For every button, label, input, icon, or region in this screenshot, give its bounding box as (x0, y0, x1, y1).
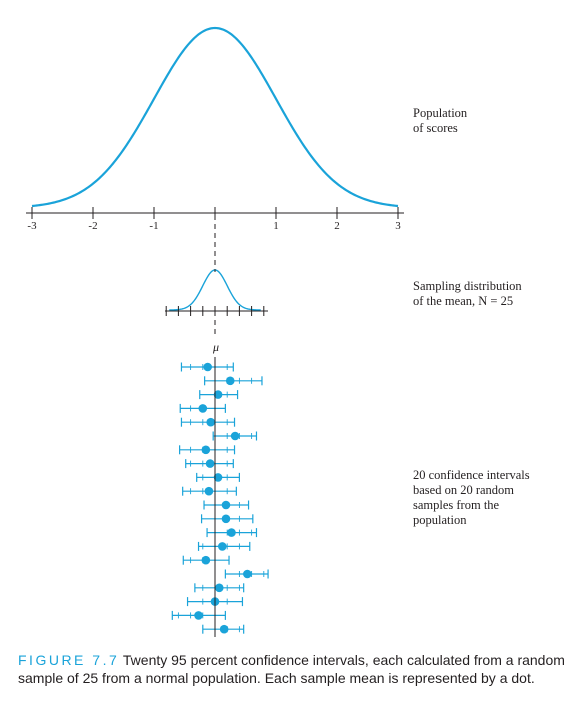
confidence-interval (200, 514, 254, 524)
sample-mean-dot (201, 445, 211, 455)
sample-mean-dot (205, 459, 215, 468)
confidence-interval (212, 431, 258, 441)
population-annotation: Population of scores (413, 106, 468, 135)
population-x-tick-label: -1 (149, 220, 158, 232)
confidence-interval (224, 569, 269, 579)
confidence-interval (179, 445, 236, 455)
sample-mean-dot (243, 569, 252, 579)
sampling-distribution-annotation: Sampling distribution of the mean, N = 25 (413, 279, 522, 308)
confidence-intervals-annotation: 20 confidence intervals based on 20 rando… (413, 468, 530, 527)
sample-mean-dot (227, 528, 236, 537)
sample-mean-dot (213, 473, 223, 482)
sample-mean-dot (214, 583, 224, 593)
sample-mean-dot (198, 404, 208, 413)
confidence-interval (197, 541, 251, 551)
confidence-interval (194, 583, 245, 593)
sample-mean-dot (225, 376, 235, 386)
confidence-interval-figure: -3 -2 -1 1 2 3 μ (26, 26, 404, 637)
sample-mean-dot (218, 542, 227, 551)
confidence-interval (180, 362, 234, 372)
confidence-interval (171, 610, 226, 620)
confidence-interval (202, 624, 245, 634)
population-x-tick-label: -2 (88, 220, 97, 232)
caption-label: FIGURE 7.7 (18, 652, 120, 668)
sampling-distribution-chart: μ (165, 269, 268, 354)
sample-mean-dot (203, 362, 212, 372)
confidence-interval (204, 376, 263, 386)
sample-mean-dot (230, 431, 240, 441)
confidence-interval (199, 390, 239, 400)
confidence-interval (185, 459, 234, 469)
population-curve (31, 26, 399, 208)
figure-caption: FIGURE 7.7 Twenty 95 percent confidence … (18, 651, 568, 687)
population-x-tick-label: 1 (273, 220, 279, 232)
confidence-interval (203, 500, 250, 510)
sample-mean-dot (201, 555, 211, 565)
population-distribution-chart: -3 -2 -1 1 2 3 (26, 26, 404, 232)
sample-mean-dot (213, 390, 223, 399)
population-x-tick-label: 2 (334, 220, 340, 232)
caption-text: Twenty 95 percent confidence intervals, … (18, 652, 565, 686)
sample-mean-dot (204, 486, 214, 496)
sample-mean-dot (221, 500, 231, 510)
confidence-interval (182, 486, 237, 496)
confidence-interval (206, 528, 258, 538)
population-x-tick-label: 3 (395, 220, 401, 232)
confidence-interval (196, 472, 240, 482)
mean-label: μ (212, 340, 219, 354)
sampling-distribution-curve (169, 269, 261, 311)
confidence-interval (180, 417, 236, 427)
sample-mean-dot (206, 417, 216, 427)
sample-mean-dot (219, 624, 229, 634)
confidence-interval (182, 555, 230, 565)
population-x-tick-label: -3 (27, 220, 37, 232)
sample-mean-dot (221, 514, 231, 524)
sample-mean-dot (194, 611, 203, 620)
confidence-intervals-chart (171, 362, 269, 634)
confidence-interval (179, 403, 226, 413)
